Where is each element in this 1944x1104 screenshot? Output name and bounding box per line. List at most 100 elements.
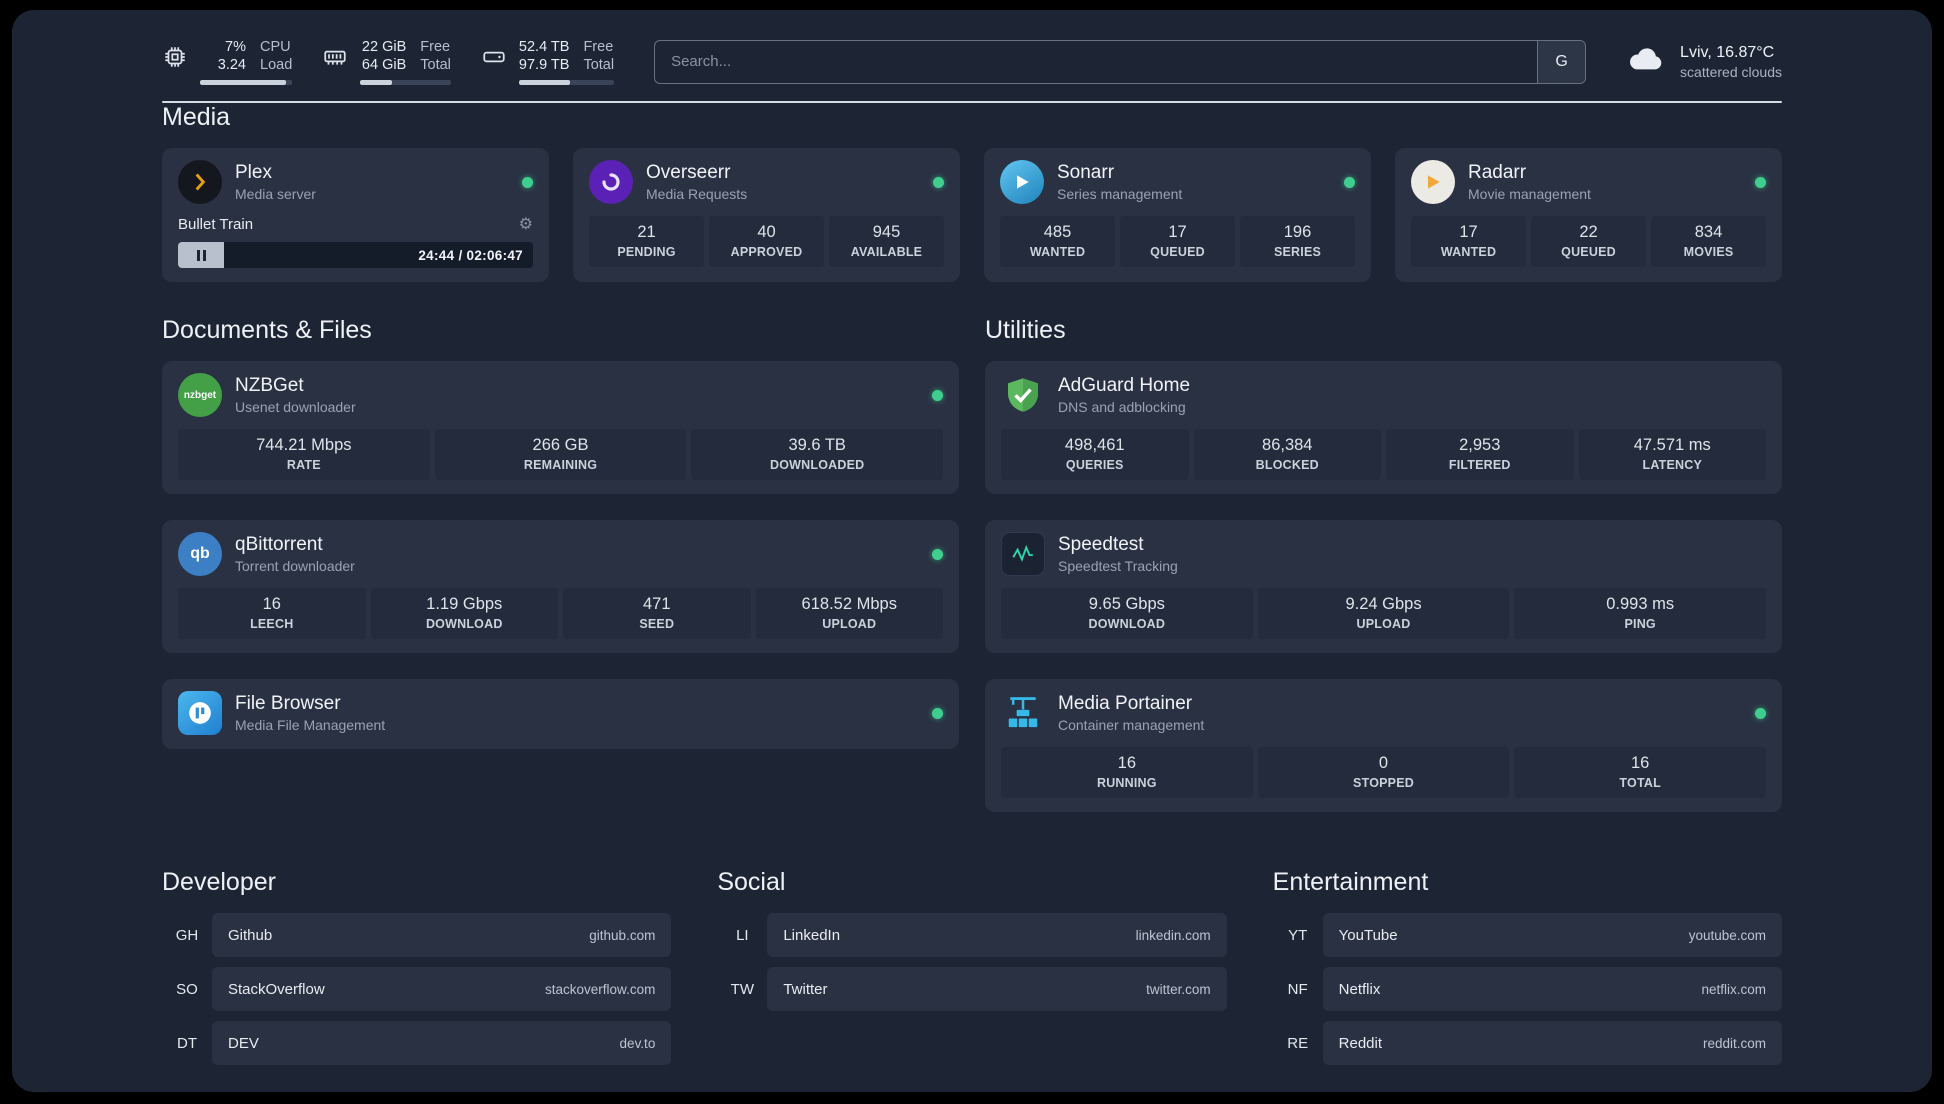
- service-stats: 744.21 Mbps RATE 266 GB REMAINING 39.6 T…: [178, 429, 944, 481]
- status-dot: [932, 548, 943, 560]
- bookmark-domain: dev.to: [619, 1035, 656, 1051]
- service-card-radarr[interactable]: Radarr Movie management 17 WANTED 22 QUE…: [1395, 148, 1782, 283]
- stat-tile: 1.19 Gbps DOWNLOAD: [370, 588, 558, 640]
- disk-progress-fill: [518, 80, 571, 86]
- status-dot: [1755, 176, 1766, 188]
- service-card-filebrowser[interactable]: File Browser Media File Management: [162, 679, 959, 750]
- stat-value: 47.571 ms: [1633, 436, 1711, 455]
- memory-readout: 22 GiB Free 64 GiB Total: [360, 38, 451, 86]
- bookmark-domain: reddit.com: [1702, 1035, 1766, 1051]
- bookmark-domain: netflix.com: [1701, 981, 1766, 997]
- status-dot: [1755, 707, 1766, 719]
- stat-label: SEED: [639, 617, 675, 632]
- stat-label: PING: [1624, 617, 1656, 632]
- stat-label: MOVIES: [1683, 245, 1734, 260]
- bookmark-reddit[interactable]: RE Reddit reddit.com: [1273, 1021, 1782, 1066]
- stat-value: 834: [1694, 223, 1723, 242]
- stat-label: AVAILABLE: [850, 245, 923, 260]
- memory-label-bottom: Total: [420, 57, 451, 74]
- disk-label-top: Free: [583, 39, 614, 55]
- service-card-nzbget[interactable]: nzbget NZBGet Usenet downloader 744.21 M…: [162, 361, 959, 495]
- stat-value: 17: [1168, 223, 1187, 242]
- gear-icon[interactable]: ⚙: [518, 216, 533, 234]
- stat-tile: 86,384 BLOCKED: [1193, 429, 1381, 481]
- stat-tile: 618.52 Mbps UPLOAD: [755, 588, 943, 640]
- speedtest-icon: [1001, 532, 1045, 577]
- bookmark-linkedin[interactable]: LI LinkedIn linkedin.com: [717, 913, 1227, 958]
- stat-label: SERIES: [1273, 245, 1322, 260]
- service-card-overseerr[interactable]: Overseerr Media Requests 21 PENDING 40 A…: [573, 148, 960, 283]
- now-playing-progressbar[interactable]: 24:44 / 02:06:47: [178, 242, 533, 269]
- media-cards-row: Plex Media server Bullet Train ⚙ 24:44 /…: [162, 148, 1782, 283]
- stat-value: 16: [1631, 754, 1650, 773]
- service-card-qbittorrent[interactable]: qb qBittorrent Torrent downloader 16 LEE…: [162, 520, 959, 654]
- stat-tile: 834 MOVIES: [1651, 216, 1766, 268]
- plex-icon: [178, 160, 222, 205]
- stat-value: 22: [1579, 223, 1598, 242]
- bookmark-twitter[interactable]: TW Twitter twitter.com: [717, 967, 1227, 1012]
- stat-tile: 498,461 QUERIES: [1001, 429, 1189, 481]
- stat-label: DOWNLOADED: [770, 458, 865, 473]
- service-stats: 485 WANTED 17 QUEUED 196 SERIES: [1000, 216, 1355, 268]
- search-provider-button[interactable]: G: [1537, 40, 1586, 83]
- stat-label: LEECH: [250, 617, 294, 632]
- pause-button[interactable]: [178, 242, 224, 269]
- bookmark-name: Github: [228, 926, 273, 944]
- memory-icon: [322, 44, 348, 70]
- weather-text: Lviv, 16.87°C scattered clouds: [1680, 44, 1782, 80]
- stat-label: RUNNING: [1096, 776, 1157, 791]
- bookmark-name: YouTube: [1338, 926, 1398, 944]
- bookmark-domain: youtube.com: [1688, 927, 1766, 943]
- stat-tile: 16 TOTAL: [1514, 747, 1767, 799]
- service-card-adguard[interactable]: AdGuard Home DNS and adblocking 498,461 …: [985, 361, 1782, 495]
- service-card-sonarr[interactable]: Sonarr Series management 485 WANTED 17 Q…: [984, 148, 1371, 283]
- stat-label: WANTED: [1029, 245, 1086, 260]
- cpu-progressbar: [200, 80, 293, 86]
- stat-label: WANTED: [1440, 245, 1497, 260]
- stat-value: 0.993 ms: [1606, 595, 1675, 614]
- memory-total-value: 64 GiB: [361, 57, 407, 74]
- bookmark-youtube[interactable]: YT YouTube youtube.com: [1273, 913, 1782, 958]
- portainer-icon: [1001, 691, 1045, 735]
- service-card-speedtest[interactable]: Speedtest Speedtest Tracking 9.65 Gbps D…: [985, 520, 1782, 654]
- bookmark-group-entertainment: Entertainment YT YouTube youtube.com NF …: [1273, 868, 1782, 1075]
- service-name: Speedtest: [1058, 534, 1144, 556]
- middle-columns: Documents & Files nzbget NZBGet Usenet d…: [162, 316, 1782, 813]
- bookmark-dev[interactable]: DT DEV dev.to: [162, 1021, 672, 1066]
- stat-tile: 266 GB REMAINING: [434, 429, 687, 481]
- stat-label: APPROVED: [730, 245, 803, 260]
- now-playing-row: Bullet Train ⚙: [178, 214, 533, 234]
- service-card-portainer[interactable]: Media Portainer Container management 16 …: [985, 679, 1782, 813]
- cpu-widget: 7% CPU 3.24 Load: [162, 38, 293, 86]
- stat-label: UPLOAD: [822, 617, 877, 632]
- service-stats: 17 WANTED 22 QUEUED 834 MOVIES: [1411, 216, 1766, 268]
- now-playing-title: Bullet Train: [178, 215, 254, 233]
- service-card-plex[interactable]: Plex Media server Bullet Train ⚙ 24:44 /…: [162, 148, 549, 283]
- service-subtitle: Speedtest Tracking: [1058, 558, 1178, 575]
- service-subtitle: Container management: [1058, 717, 1205, 734]
- weather-widget: Lviv, 16.87°C scattered clouds: [1626, 39, 1782, 84]
- bookmark-abbr: GH: [175, 926, 199, 944]
- stat-tile: 0 STOPPED: [1257, 747, 1510, 799]
- cpu-percent: 7%: [225, 39, 246, 55]
- stat-tile: 17 QUEUED: [1120, 216, 1235, 268]
- status-dot: [1344, 176, 1355, 188]
- stat-value: 17: [1459, 223, 1478, 242]
- bookmarks-row: Developer GH Github github.com SO StackO…: [162, 868, 1782, 1075]
- memory-progressbar: [360, 80, 451, 86]
- stat-tile: 47.571 ms LATENCY: [1578, 429, 1766, 481]
- stat-label: QUEUED: [1561, 245, 1616, 260]
- topbar-divider: [162, 101, 1782, 104]
- service-name: Plex: [235, 162, 272, 184]
- cpu-readout: 7% CPU 3.24 Load: [200, 38, 293, 86]
- section-title-social: Social: [717, 868, 786, 897]
- search-input[interactable]: [655, 40, 1538, 83]
- search-bar: G: [654, 39, 1587, 84]
- bookmark-stackoverflow[interactable]: SO StackOverflow stackoverflow.com: [162, 967, 672, 1012]
- memory-label-top: Free: [420, 39, 451, 55]
- bookmark-abbr: TW: [730, 980, 754, 998]
- status-dot: [932, 389, 943, 401]
- bookmark-github[interactable]: GH Github github.com: [162, 913, 672, 958]
- stat-value: 39.6 TB: [788, 436, 846, 455]
- bookmark-netflix[interactable]: NF Netflix netflix.com: [1273, 967, 1782, 1012]
